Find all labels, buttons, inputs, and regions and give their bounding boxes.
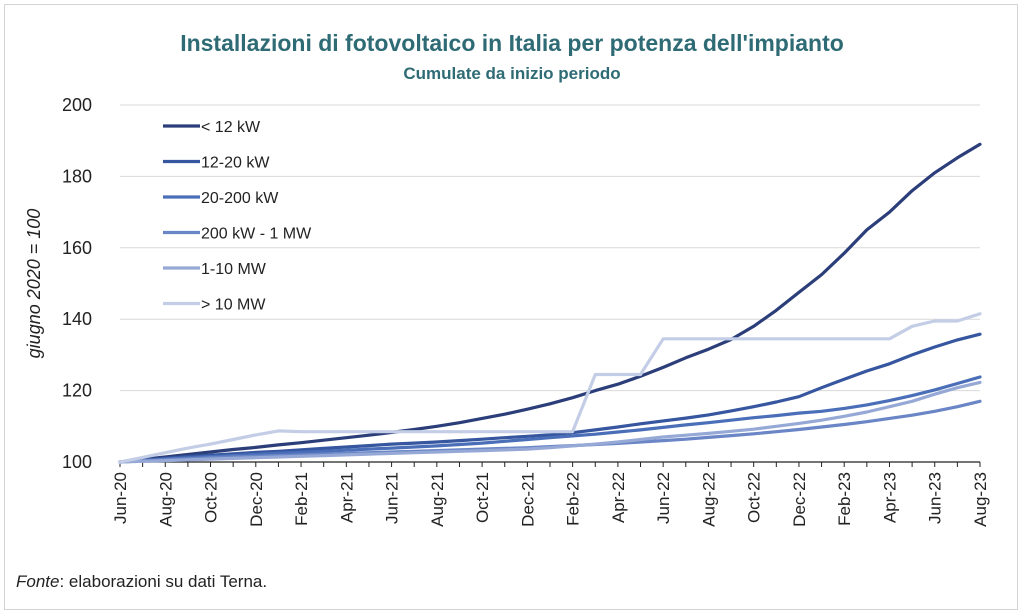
series-line-4 [118,380,982,464]
legend-label-4: 1-10 MW [201,261,267,278]
series-line-5 [118,312,982,464]
x-tick-label: Apr-23 [880,472,899,523]
series-line-1 [118,332,982,464]
x-axis-tick-labels: Jun-20 Aug-20 Oct-20 Dec-20 Feb-21 Apr-21 Jun-… [111,472,990,527]
x-tick-label: Oct-21 [473,472,492,523]
x-tick-label: Jun-23 [926,472,945,524]
legend-label-5: > 10 MW [201,297,266,314]
x-tick-label: Jun-22 [654,472,673,524]
x-tick-label: Jun-20 [111,472,130,524]
x-tick-label: Aug-23 [971,472,990,527]
y-tick-label: 180 [62,166,92,186]
x-tick-label: Feb-23 [835,472,854,526]
series-lines [118,142,982,464]
x-tick-label: Dec-21 [518,472,537,527]
x-tick-label: Aug-20 [156,472,175,527]
series-line-0 [118,142,982,464]
x-tick-label: Aug-22 [699,472,718,527]
chart-subtitle: Cumulate da inizio periodo [403,64,621,83]
legend-label-0: < 12 kW [201,119,261,136]
x-tick-label: Aug-21 [428,472,447,527]
legend-label-2: 20-200 kW [201,190,279,207]
x-tick-label: Dec-22 [790,472,809,527]
y-tick-label: 200 [62,95,92,115]
x-tick-label: Dec-20 [247,472,266,527]
x-tick-label: Feb-21 [292,472,311,526]
legend: < 12 kW 12-20 kW 20-200 kW 200 kW - 1 MW 1-1… [163,119,312,314]
x-tick-label: Apr-21 [337,472,356,523]
x-tick-label: Oct-20 [202,472,221,523]
series-line-2 [118,375,982,464]
legend-label-3: 200 kW - 1 MW [201,226,312,243]
source-note: Fonte: elaborazioni su dati Terna. [16,572,267,592]
x-tick-label: Jun-21 [383,472,402,524]
y-axis-label: giugno 2020 = 100 [24,209,44,359]
x-tick-label: Feb-22 [564,472,583,526]
grid-lines [120,104,980,392]
legend-label-1: 12-20 kW [201,155,270,172]
y-tick-label: 160 [62,238,92,258]
x-axis [119,461,981,467]
y-axis-tick-labels: 100 120 140 160 180 200 [62,95,92,472]
y-tick-label: 120 [62,381,92,401]
y-tick-label: 100 [62,452,92,472]
chart-title: Installazioni di fotovoltaico in Italia … [180,30,844,56]
x-tick-label: Oct-22 [745,472,764,523]
source-label: Fonte [16,572,60,591]
y-tick-label: 140 [62,309,92,329]
source-text: : elaborazioni su dati Terna. [59,572,268,591]
x-tick-label: Apr-22 [609,472,628,523]
